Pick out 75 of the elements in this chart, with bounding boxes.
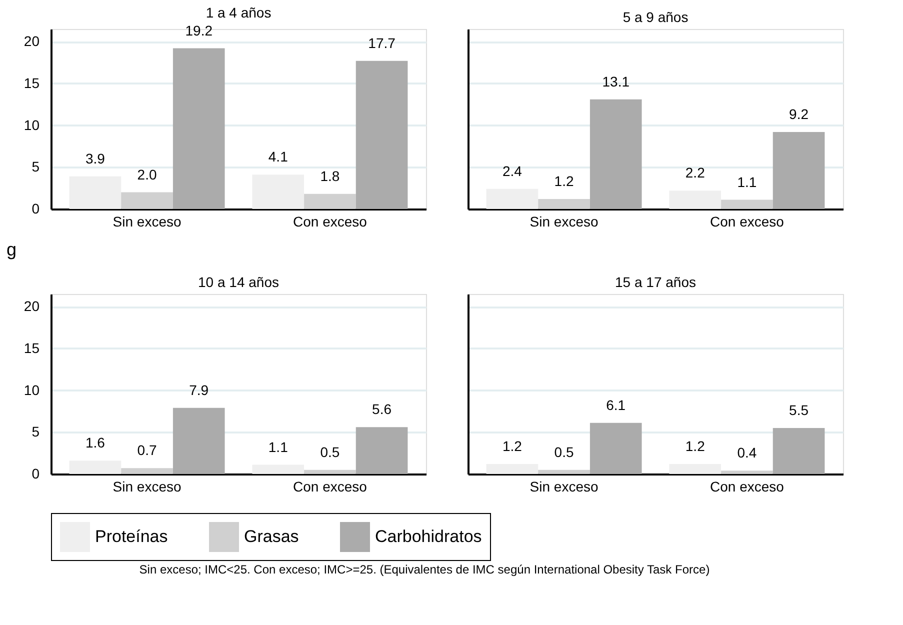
data-label: 2.0 — [137, 166, 157, 182]
bar — [486, 188, 538, 209]
bar — [121, 192, 173, 209]
y-axis-title: g — [6, 240, 17, 260]
bar — [721, 470, 773, 474]
bar — [538, 198, 590, 209]
data-label: 6.1 — [606, 396, 626, 413]
bar — [304, 470, 356, 474]
data-label: 5.5 — [789, 402, 809, 418]
bar — [304, 194, 356, 209]
x-tick-label: Con exceso — [292, 214, 368, 230]
bar — [772, 428, 825, 474]
legend-label: Proteínas — [95, 527, 168, 546]
y-tick-label: 15 — [24, 74, 40, 91]
x-tick-label: Sin exceso — [530, 478, 598, 494]
legend-label: Grasas — [244, 527, 299, 546]
bar — [252, 464, 304, 474]
bar — [486, 464, 538, 474]
bar — [172, 408, 225, 474]
bar — [772, 132, 825, 209]
data-label: 0.4 — [737, 444, 757, 461]
data-label: 5.6 — [372, 401, 392, 418]
text: Sin exceso; IMC<25. Con exceso; IMC>=25. (Equivalentes de IMC según International Obesity Task Force) — [139, 562, 710, 576]
data-label: 2.4 — [502, 162, 522, 179]
y-tick-label: 5 — [32, 424, 40, 440]
y-tick-label: 15 — [24, 340, 40, 356]
chart-title: 5 a 9 años — [622, 9, 688, 25]
x-tick-label: Con exceso — [292, 478, 368, 494]
bar — [590, 422, 642, 474]
bar — [356, 427, 408, 474]
data-label: 0.5 — [320, 444, 340, 460]
data-label: 9.2 — [789, 106, 809, 122]
bar — [356, 60, 408, 209]
bar — [121, 468, 173, 474]
y-tick-label: 10 — [24, 382, 40, 398]
x-tick-label: Con exceso — [710, 478, 784, 494]
bar — [590, 99, 642, 209]
data-label: 1.8 — [320, 168, 340, 184]
x-tick-label: Sin exceso — [112, 214, 182, 230]
data-label: 0.7 — [137, 442, 157, 458]
data-label: 4.1 — [268, 148, 288, 165]
x-tick-label: Sin exceso — [530, 214, 598, 230]
y-tick-label: 20 — [24, 298, 40, 314]
y-tick-label: 10 — [24, 116, 40, 133]
legend-label: Carbohidratos — [375, 527, 482, 546]
bar — [538, 470, 590, 474]
data-label: 1.2 — [502, 438, 522, 454]
data-label: 1.2 — [554, 172, 574, 189]
data-label: 17.7 — [368, 34, 396, 51]
data-label: 0.5 — [554, 444, 574, 460]
x-tick-label: Sin exceso — [112, 478, 182, 494]
x-tick-label: Con exceso — [710, 214, 784, 230]
chart-title: 1 a 4 años — [206, 4, 272, 20]
data-label: 19.2 — [185, 22, 213, 38]
y-tick-label: 20 — [24, 33, 40, 50]
data-label: 13.1 — [602, 73, 630, 90]
data-label: 3.9 — [85, 150, 106, 166]
bar — [721, 200, 773, 209]
bar — [69, 176, 122, 209]
bar — [252, 174, 304, 209]
y-tick-label: 0 — [32, 200, 40, 216]
chart-title: 15 a 17 años — [615, 274, 696, 290]
y-tick-label: 0 — [32, 466, 40, 482]
bar — [172, 48, 225, 209]
data-label: 1.1 — [737, 174, 757, 190]
chart-title: 10 a 14 años — [198, 274, 279, 290]
data-label: 7.9 — [189, 382, 209, 398]
y-tick-label: 5 — [32, 158, 40, 175]
data-label: 1.6 — [85, 434, 106, 451]
data-label: 2.2 — [685, 164, 706, 181]
bar — [669, 190, 722, 209]
bar — [669, 464, 722, 474]
bar — [69, 460, 122, 474]
data-label: 1.2 — [685, 438, 706, 454]
data-label: 1.1 — [268, 438, 288, 455]
